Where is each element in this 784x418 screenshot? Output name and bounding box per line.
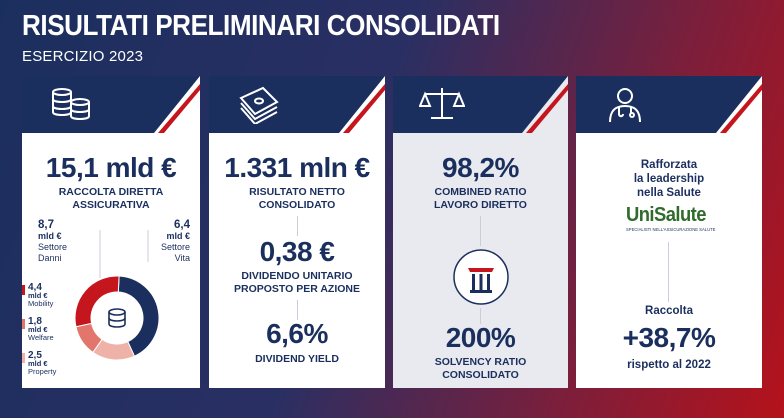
dividendo-label-1: DIVIDENDO UNITARIO xyxy=(241,270,353,282)
vita-block: 6,4 mld € Settore Vita xyxy=(160,219,190,264)
risultato-value: 1.331 mln € xyxy=(224,152,370,183)
balance-scale-icon xyxy=(419,88,465,119)
breakdown-unit: mld € xyxy=(28,291,48,300)
panel-header xyxy=(576,76,762,133)
raccolta-value: 15,1 mld € xyxy=(45,152,177,183)
combined-ratio-label-1: COMBINED RATIO xyxy=(434,186,527,198)
solvency-label-2: CONSOLIDATO xyxy=(442,369,519,381)
panel-ratios: 98,2% COMBINED RATIO LAVORO DIRETTO 200%… xyxy=(393,76,568,388)
breakdown-item-property: 2,5 mld € Property xyxy=(22,350,57,376)
rispetto-label: rispetto al 2022 xyxy=(627,359,711,371)
unisalute-logo-sub: SPECIALISTI NELL'ASSICURAZIONE SALUTE xyxy=(626,227,716,232)
donut-slice-mobility xyxy=(74,275,120,328)
breakdown-item-welfare: 1,8 mld € Welfare xyxy=(22,316,54,342)
coins-stack-icon xyxy=(52,88,90,121)
raccolta-salute-value: +38,7% xyxy=(622,322,716,353)
unisalute-logo: UniSalute SPECIALISTI NELL'ASSICURAZIONE… xyxy=(626,204,716,232)
combined-ratio-value: 98,2% xyxy=(442,152,519,183)
unisalute-logo-text: UniSalute xyxy=(626,204,706,226)
dividendo-value: 0,38 € xyxy=(259,236,335,267)
solvency-value: 200% xyxy=(445,322,516,353)
divider xyxy=(480,308,481,324)
solvency-label-1: SOLVENCY RATIO xyxy=(434,356,527,368)
header-band xyxy=(209,76,385,133)
vita-unit: mld € xyxy=(166,231,190,241)
salute-text-2: la leadership xyxy=(633,173,705,185)
divider xyxy=(480,216,481,246)
breakdown-text: 4,4 mld € Mobility xyxy=(22,282,54,308)
risultato-label-1: RISULTATO NETTO xyxy=(249,186,345,198)
breakdown-name: Mobility xyxy=(28,299,54,308)
danni-value: 8,7 xyxy=(38,219,54,231)
danni-block: 8,7 mld € Settore Danni xyxy=(38,219,68,264)
yield-label: DIVIDEND YIELD xyxy=(255,353,339,365)
pillar-icon xyxy=(453,249,509,305)
breakdown-item-mobility: 4,4 mld € Mobility xyxy=(22,282,54,308)
danni-unit: mld € xyxy=(38,231,62,241)
panel-header xyxy=(209,76,385,133)
breakdown-unit: mld € xyxy=(28,359,48,368)
panel-raccolta: 15,1 mld € RACCOLTA DIRETTA ASSICURATIVA… xyxy=(22,76,200,388)
risultato-label-2: CONSOLIDATO xyxy=(258,199,336,211)
vita-label-2: Vita xyxy=(174,253,190,263)
breakdown-value: 1,8 xyxy=(28,316,42,327)
dividendo-label-2: PROPOSTO PER AZIONE xyxy=(233,283,361,295)
vita-value: 6,4 xyxy=(174,219,190,231)
breakdown-unit: mld € xyxy=(28,325,48,334)
panel-header xyxy=(22,76,200,133)
page-subtitle: ESERCIZIO 2023 xyxy=(22,48,144,65)
page-title: RISULTATI PRELIMINARI CONSOLIDATI xyxy=(22,10,500,42)
divider xyxy=(297,216,298,236)
danni-label-1: Settore xyxy=(38,242,68,252)
doctor-icon xyxy=(609,88,641,123)
raccolta-donut-chart xyxy=(74,230,160,361)
raccolta-salute-label: Raccolta xyxy=(645,305,693,317)
breakdown-color-tag xyxy=(22,353,25,363)
breakdown-color-tag xyxy=(22,285,25,295)
salute-text-3: nella Salute xyxy=(637,187,701,199)
divider xyxy=(668,242,669,302)
salute-text-1: Rafforzata xyxy=(640,159,698,171)
breakdown-value: 2,5 xyxy=(28,350,42,361)
database-icon xyxy=(102,303,132,333)
raccolta-label-2: ASSICURATIVA xyxy=(72,199,150,211)
danni-label-2: Danni xyxy=(38,253,62,263)
panel-salute: Rafforzata la leadership nella Salute Un… xyxy=(576,76,762,388)
breakdown-name: Property xyxy=(28,367,57,376)
breakdown-text: 2,5 mld € Property xyxy=(22,350,57,376)
divider xyxy=(297,300,298,320)
breakdown-value: 4,4 xyxy=(28,282,42,293)
panel-risultato: 1.331 mln € RISULTATO NETTO CONSOLIDATO … xyxy=(209,76,385,388)
breakdown-color-tag xyxy=(22,319,25,329)
raccolta-label-1: RACCOLTA DIRETTA xyxy=(58,186,164,198)
breakdown-text: 1,8 mld € Welfare xyxy=(22,316,54,342)
vita-label-1: Settore xyxy=(160,242,190,252)
banknotes-icon xyxy=(239,86,279,124)
breakdown-name: Welfare xyxy=(28,333,54,342)
combined-ratio-label-2: LAVORO DIRETTO xyxy=(434,199,527,211)
panel-header xyxy=(393,76,568,133)
yield-value: 6,6% xyxy=(266,318,328,349)
